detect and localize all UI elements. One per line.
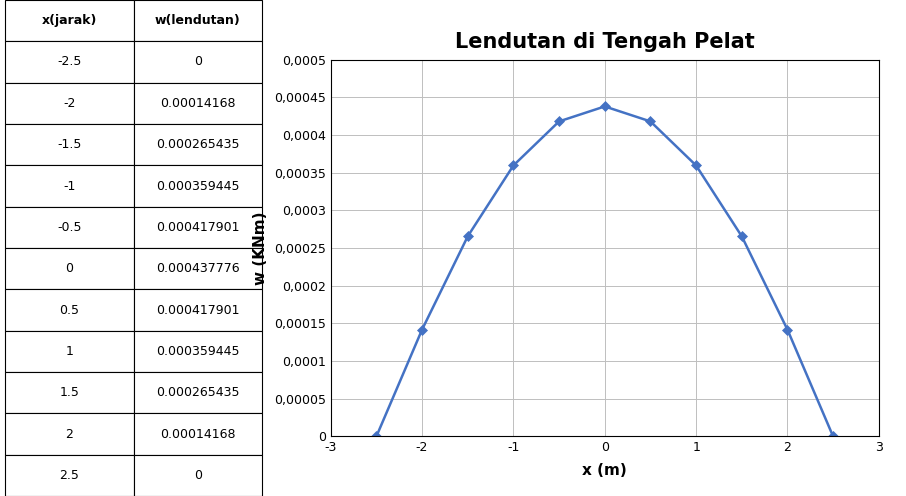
Y-axis label: w (KNm): w (KNm) (254, 211, 268, 285)
Title: Lendutan di Tengah Pelat: Lendutan di Tengah Pelat (455, 32, 755, 53)
X-axis label: x (m): x (m) (583, 463, 627, 478)
